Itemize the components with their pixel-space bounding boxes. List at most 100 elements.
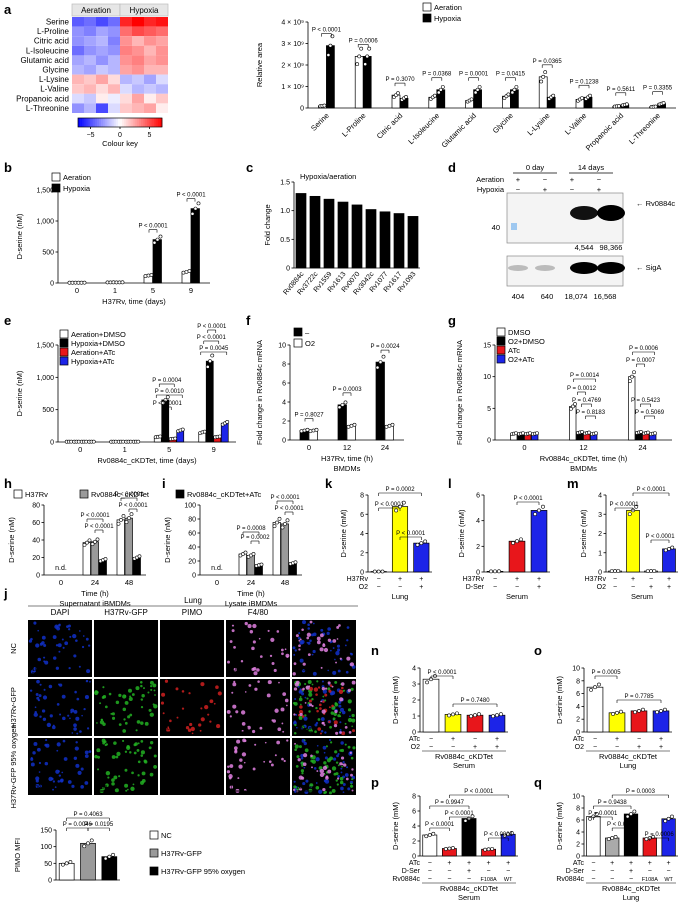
microscopy-column-label: PIMO bbox=[182, 608, 202, 617]
panel-n-point bbox=[495, 713, 499, 718]
microscopy-signal bbox=[322, 745, 327, 750]
microscopy-signal bbox=[150, 688, 153, 691]
color-key-tick-label: 5 bbox=[147, 132, 151, 139]
microscopy-signal bbox=[82, 635, 85, 637]
microscopy-signal bbox=[329, 649, 332, 652]
microscopy-signal bbox=[305, 779, 309, 783]
microscopy-signal bbox=[315, 750, 319, 754]
panel-n-point bbox=[425, 680, 429, 685]
microscopy-signal bbox=[207, 713, 210, 716]
heatmap-cell bbox=[156, 65, 168, 75]
replicate-point bbox=[506, 92, 511, 97]
panel-b-point bbox=[184, 269, 189, 274]
panel-letter-h: h bbox=[4, 476, 12, 491]
microscopy-signal bbox=[33, 666, 37, 671]
panel-h-y-tick-label: 60 bbox=[32, 520, 40, 527]
microscopy-signal bbox=[149, 772, 154, 777]
microscopy-signal bbox=[253, 671, 258, 676]
panel-h-bar bbox=[90, 541, 99, 576]
microscopy-signal bbox=[330, 640, 334, 643]
color-key-segment bbox=[126, 118, 129, 127]
panel-g-y-tick-label: 0 bbox=[487, 438, 491, 445]
panel-e-pvalue: P = 0.0010 bbox=[155, 389, 185, 395]
microscopy-signal bbox=[322, 700, 325, 703]
panel-f-point bbox=[302, 428, 307, 433]
microscopy-signal bbox=[43, 643, 47, 647]
microscopy-signal bbox=[240, 710, 246, 715]
panel-l-condition-sign: + bbox=[537, 576, 541, 583]
microscopy-signal bbox=[332, 717, 336, 721]
microscopy-signal bbox=[323, 723, 326, 727]
panel-q-x-axis-label: Rv0884c_cKDTet bbox=[602, 884, 661, 893]
microscopy-signal bbox=[63, 757, 68, 761]
panel-n-bar bbox=[444, 714, 462, 733]
microscopy-signal bbox=[96, 691, 99, 694]
panel-q-condition-sign: + bbox=[610, 860, 614, 867]
panel-q-condition-sign: WT bbox=[664, 877, 673, 883]
color-key-segment bbox=[103, 118, 106, 127]
heatmap-cell bbox=[120, 65, 132, 75]
panel-i-y-tick-label: 20 bbox=[188, 559, 196, 566]
heatmap-cell bbox=[132, 103, 144, 113]
microscopy-signal bbox=[328, 738, 332, 742]
microscopy-signal bbox=[267, 680, 272, 685]
microscopy-signal bbox=[293, 687, 298, 691]
microscopy-signal bbox=[187, 728, 192, 732]
legend-h-cktet-text: Rv0884c_cKDTet bbox=[91, 490, 150, 499]
microscopy-signal bbox=[339, 711, 342, 714]
panel-k-condition-sign: + bbox=[398, 576, 402, 583]
microscopy-signal bbox=[299, 638, 302, 641]
panel-b-point bbox=[196, 201, 201, 206]
heatmap-cell bbox=[72, 103, 84, 113]
panel-g-x-tick-label: 24 bbox=[638, 443, 646, 452]
microscopy-signal bbox=[43, 656, 46, 659]
microscopy-signal bbox=[339, 780, 344, 785]
microscopy-signal bbox=[349, 751, 352, 754]
microscopy-signal bbox=[303, 716, 308, 721]
heatmap-cell bbox=[132, 45, 144, 56]
microscopy-signal bbox=[50, 777, 54, 781]
relative-area-x-label: L-Isoleucine bbox=[406, 111, 441, 146]
microscopy-signal bbox=[68, 666, 71, 670]
microscopy-signal bbox=[37, 657, 42, 662]
panel-p-x-sublabel: Serum bbox=[458, 893, 480, 902]
microscopy-signal bbox=[137, 760, 141, 764]
color-key-label: Colour key bbox=[102, 139, 138, 148]
panel-l-point bbox=[511, 541, 515, 545]
microscopy-signal bbox=[126, 745, 131, 750]
heatmap-cell bbox=[84, 45, 96, 56]
microscopy-signal bbox=[231, 624, 235, 627]
microscopy-signal bbox=[321, 686, 326, 691]
microscopy-signal bbox=[67, 780, 72, 784]
microscopy-section-label: Lung bbox=[184, 596, 202, 605]
panel-g-pvalue: P = 0.0006 bbox=[629, 346, 659, 352]
blot-mw-marker: 40 bbox=[492, 223, 500, 232]
microscopy-signal bbox=[241, 752, 247, 757]
panel-e-bar bbox=[205, 360, 214, 443]
panel-f-y-tick-label: 8 bbox=[282, 362, 286, 369]
microscopy-signal bbox=[175, 687, 179, 691]
pimo-mfi-pvalue: P = 0.0046 bbox=[63, 822, 93, 828]
microscopy-signal bbox=[38, 771, 41, 773]
panel-p-pvalue: P = 0.9947 bbox=[435, 800, 465, 806]
panel-b-y-axis-label: D-serine (nM) bbox=[15, 213, 24, 259]
legend-f-minus-text: – bbox=[305, 328, 310, 337]
microscopy-signal bbox=[320, 666, 323, 669]
microscopy-signal bbox=[111, 755, 116, 759]
microscopy-signal bbox=[110, 712, 113, 715]
panel-b-point bbox=[193, 206, 198, 211]
panel-h-bar bbox=[116, 519, 125, 576]
microscopy-signal bbox=[226, 709, 231, 714]
microscopy-signal bbox=[344, 725, 348, 729]
microscopy-signal bbox=[69, 717, 71, 720]
microscopy-signal bbox=[329, 741, 333, 744]
microscopy-signal bbox=[337, 774, 341, 778]
heatmap-cell bbox=[120, 26, 132, 37]
microscopy-signal bbox=[335, 731, 339, 735]
legend-g-0-swatch bbox=[496, 327, 506, 337]
microscopy-signal bbox=[335, 651, 340, 656]
panel-k-y-tick-label: 6 bbox=[360, 512, 364, 519]
microscopy-signal bbox=[292, 788, 296, 792]
panel-h-point bbox=[124, 520, 129, 525]
panel-i-y-tick-label: 100 bbox=[184, 503, 196, 510]
